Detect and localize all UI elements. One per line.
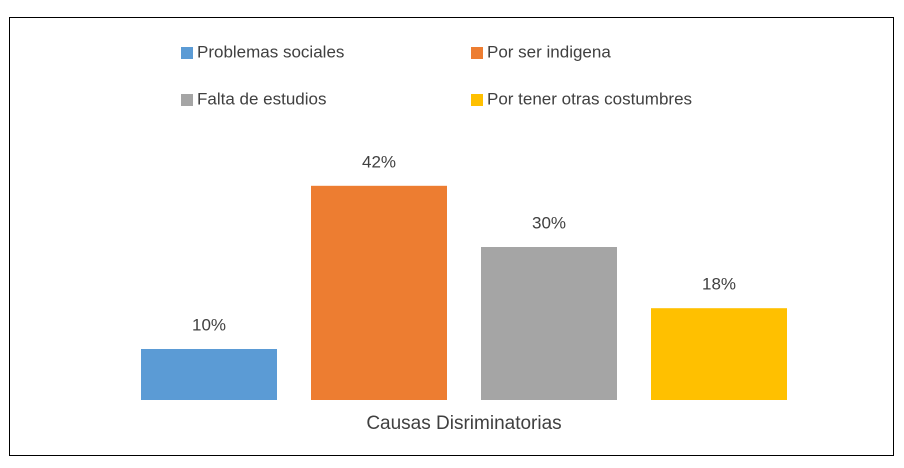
legend-label: Falta de estudios	[197, 89, 326, 108]
legend-swatch	[181, 94, 193, 106]
data-label: 10%	[192, 315, 226, 334]
bar	[311, 185, 447, 400]
legend-label: Problemas sociales	[197, 42, 344, 61]
bar	[481, 247, 617, 400]
legend-label: Por tener otras costumbres	[487, 89, 692, 108]
legend-swatch	[471, 47, 483, 59]
data-label: 42%	[362, 152, 396, 171]
legend-label: Por ser indigena	[487, 42, 611, 61]
legend-swatch	[471, 94, 483, 106]
category-label: Causas Disriminatorias	[366, 413, 561, 434]
bar	[141, 349, 277, 400]
bar	[651, 308, 787, 400]
data-label: 30%	[532, 213, 566, 232]
legend-swatch	[181, 47, 193, 59]
data-label: 18%	[702, 275, 736, 294]
